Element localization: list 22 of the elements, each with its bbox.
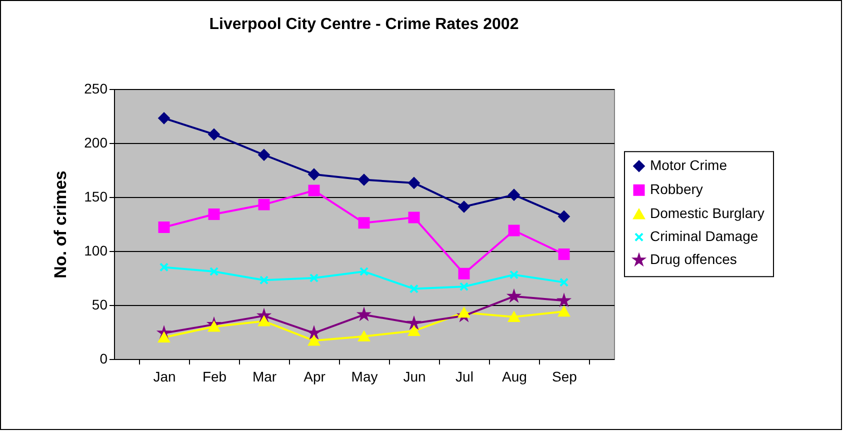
legend-label: Domestic Burglary [650, 205, 764, 222]
legend-label: Criminal Damage [650, 228, 758, 244]
x-tick-label: Jul [456, 368, 474, 384]
legend-label: Drug offences [650, 251, 737, 268]
x-tick-label: Apr [304, 368, 326, 384]
y-axis-title: No. of crimes [51, 170, 70, 278]
x-tick-label: Mar [252, 368, 277, 384]
y-tick-label: 200 [84, 134, 108, 150]
legend-label: Motor Crime [650, 157, 728, 174]
x-tick-label: May [351, 368, 378, 384]
y-tick-label: 150 [84, 188, 108, 204]
chart-title: Liverpool City Centre - Crime Rates 2002 [209, 16, 519, 33]
x-tick-label: Jun [403, 368, 426, 384]
legend-label: Robbery [650, 181, 703, 198]
y-tick-label: 250 [84, 80, 108, 96]
x-tick-label: Aug [502, 368, 527, 384]
y-tick-label: 100 [84, 242, 108, 258]
y-tick-label: 50 [92, 296, 108, 312]
x-tick-label: Feb [202, 368, 227, 384]
x-tick-label: Sep [552, 368, 578, 384]
y-tick-label: 0 [100, 350, 108, 366]
x-tick-label: Jan [153, 368, 176, 384]
